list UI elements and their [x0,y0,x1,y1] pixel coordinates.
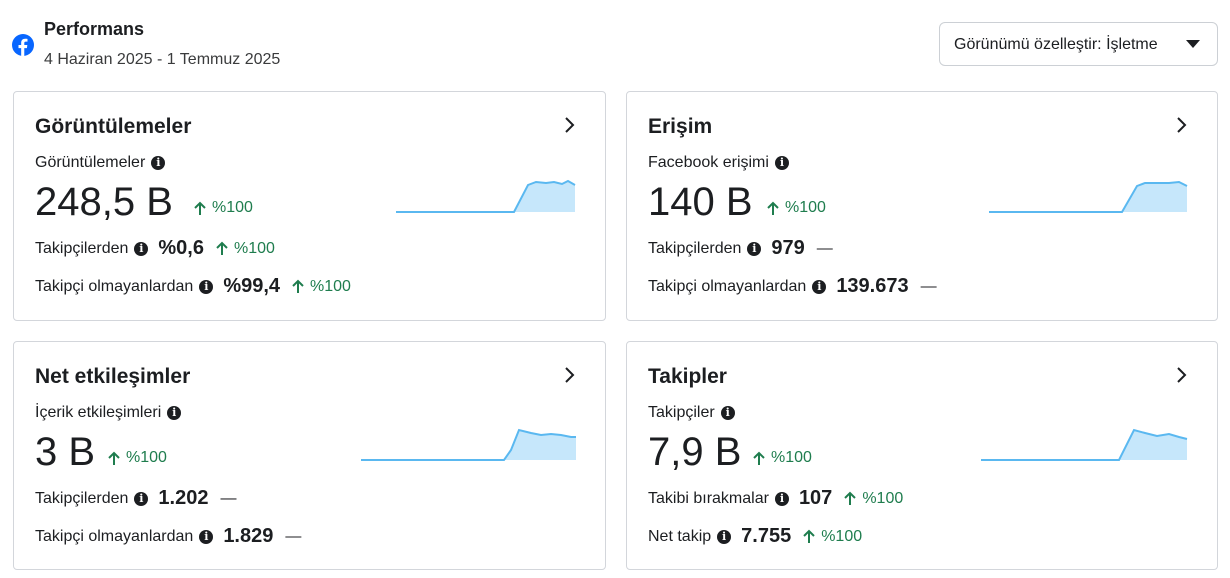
metric-delta-text: %100 [212,199,253,216]
metric-label-text: Takipçiler [648,404,715,421]
info-icon[interactable]: i [151,156,166,170]
row-delta: %100 [803,528,862,546]
arrow-up-icon [108,451,120,465]
row-delta-text: — [285,527,302,545]
row-value: 979 [771,237,805,259]
info-icon[interactable]: i [199,529,214,544]
metric-label-text: İçerik etkileşimleri [35,404,162,421]
reach-sparkline [989,180,1188,213]
reach-card[interactable]: Erişim Facebook erişimi i 140 B %100 Tak… [626,91,1218,321]
metric-label: Facebook erişimi i [648,154,789,172]
metric-label: İçerik etkileşimleri i [35,404,182,422]
row-label: Net takip [648,527,712,545]
card-title: Net etkileşimler [35,365,191,388]
row-delta-text: %100 [821,527,863,545]
arrow-up-icon [844,491,857,505]
info-icon[interactable]: i [717,529,732,544]
row-label: Takibi bırakmalar [648,489,769,507]
arrow-up-icon [753,451,765,465]
breakdown-row: Takibi bırakmalar i 107 %100 [648,487,903,510]
row-delta: %100 [844,490,903,508]
breakdown-row: Takipçilerden i 979 — [648,237,833,260]
performance-header: Performans 4 Haziran 2025 - 1 Temmuz 202… [12,14,1218,74]
page-title: Performans [44,19,145,39]
breakdown-row: Takipçi olmayanlardan i 1.829 — [35,525,301,548]
row-delta-text: %100 [233,239,275,257]
engagement-card[interactable]: Net etkileşimler İçerik etkileşimleri i … [13,341,606,570]
row-label: Takipçilerden [35,239,129,257]
row-value: 1.829 [223,525,274,547]
info-icon[interactable]: i [774,491,789,506]
info-icon[interactable]: i [774,156,789,170]
chevron-right-icon[interactable] [1175,367,1189,383]
info-icon[interactable]: i [134,241,149,256]
row-value: 1.202 [158,487,209,509]
row-delta: %100 [292,278,351,296]
breakdown-row: Takipçi olmayanlardan i 139.673 — [648,275,937,298]
breakdown-row: Takipçilerden i 1.202 — [35,487,236,510]
row-label: Takipçi olmayanlardan [35,527,194,545]
engagement-sparkline [361,428,576,461]
info-icon[interactable]: i [199,279,214,294]
metric-label-text: Görüntülemeler [35,154,146,171]
row-value: 7.755 [741,525,792,547]
card-title: Takipler [648,365,727,388]
metric-label-text: Facebook erişimi [648,154,769,171]
metric-delta: %100 [753,449,812,467]
arrow-up-icon [803,529,815,543]
row-delta-text: %100 [310,277,351,295]
info-icon[interactable]: i [720,406,735,420]
row-delta-text: %100 [862,489,904,507]
card-title: Görüntülemeler [35,115,192,138]
metric-delta-text: %100 [771,449,812,466]
row-value: %0,6 [158,237,204,259]
row-value: %99,4 [223,275,281,297]
caret-down-icon [1186,40,1200,48]
row-label: Takipçilerden [35,489,129,507]
metric-value: 140 B [648,180,753,224]
row-delta-text: — [816,239,833,257]
arrow-up-icon [292,279,304,293]
info-icon[interactable]: i [747,241,762,256]
row-value: 139.673 [836,275,909,297]
breakdown-row: Takipçilerden i %0,6 %100 [35,237,275,260]
metric-delta-text: %100 [126,449,167,466]
row-label: Takipçi olmayanlardan [648,277,807,295]
metric-delta: %100 [194,199,253,217]
metric-label: Takipçiler i [648,404,735,422]
card-title: Erişim [648,115,713,138]
row-label: Takipçilerden [648,239,742,257]
metric-value: 7,9 B [648,430,742,474]
info-icon[interactable]: i [134,491,149,506]
breakdown-row: Takipçi olmayanlardan i %99,4 %100 [35,275,351,298]
breakdown-row: Net takip i 7.755 %100 [648,525,862,548]
customize-view-dropdown[interactable]: Görünümü özelleştir: İşletme [939,22,1218,66]
customize-view-label: Görünümü özelleştir: İşletme [954,36,1158,53]
row-delta-text: — [920,277,937,295]
facebook-icon [12,34,34,56]
row-delta: %100 [216,240,275,258]
chevron-right-icon[interactable] [563,117,577,133]
date-range: 4 Haziran 2025 - 1 Temmuz 2025 [44,51,281,68]
views-sparkline [396,179,576,213]
views-card[interactable]: Görüntülemeler Görüntülemeler i 248,5 B … [13,91,606,321]
arrow-up-icon [767,201,779,215]
arrow-up-icon [216,241,228,255]
metric-delta-text: %100 [785,199,826,216]
follows-sparkline [981,428,1188,461]
info-icon[interactable]: i [167,406,182,420]
metric-delta: %100 [767,199,826,217]
follows-card[interactable]: Takipler Takipçiler i 7,9 B %100 Takibi … [626,341,1218,570]
chevron-right-icon[interactable] [563,367,577,383]
row-delta-text: — [220,489,237,507]
row-value: 107 [798,487,833,509]
info-icon[interactable]: i [812,279,827,294]
metric-delta: %100 [108,449,167,467]
metric-value: 3 B [35,430,96,474]
chevron-right-icon[interactable] [1175,117,1189,133]
row-label: Takipçi olmayanlardan [35,277,194,295]
arrow-up-icon [194,201,206,215]
metric-label: Görüntülemeler i [35,154,166,172]
metric-value: 248,5 B [35,180,173,224]
